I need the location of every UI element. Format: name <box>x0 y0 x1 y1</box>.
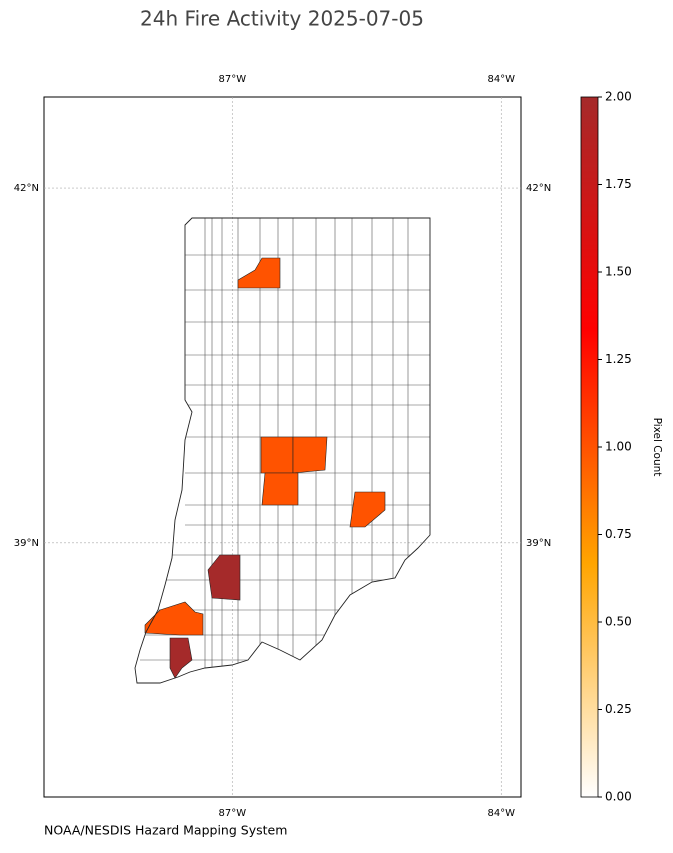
colorbar-tick-label: 0.75 <box>605 527 632 541</box>
y-tick-label: 39°N <box>526 538 551 549</box>
source-note: NOAA/NESDIS Hazard Mapping System <box>44 823 287 838</box>
colorbar-tick-label: 1.25 <box>605 352 632 366</box>
colorbar: 0.00 0.25 0.50 0.75 1.00 1.25 1.50 1.75 2.00 <box>580 90 632 804</box>
fire-counties <box>144 257 386 679</box>
map-frame <box>43 96 522 798</box>
colorbar-tick-label: 0.50 <box>605 615 632 629</box>
fire-county <box>349 491 386 528</box>
colorbar-tick-label: 1.50 <box>605 265 632 279</box>
fire-county <box>207 554 241 601</box>
x-tick-label: 84°W <box>487 74 515 85</box>
fire-county <box>144 601 204 636</box>
grid <box>44 97 521 797</box>
fire-county <box>292 436 328 474</box>
fire-county <box>261 472 299 506</box>
colorbar-tick-label: 2.00 <box>605 90 632 104</box>
fire-county <box>169 637 193 679</box>
colorbar-tick-label: 1.75 <box>605 177 632 191</box>
x-tick-label: 84°W <box>487 808 515 819</box>
colorbar-label: Pixel Count <box>651 418 663 477</box>
x-tick-label: 87°W <box>218 74 246 85</box>
colorbar-tick-label: 0.00 <box>605 790 632 804</box>
colorbar-tick-label: 1.00 <box>605 440 632 454</box>
fire-county <box>260 436 294 474</box>
fire-county <box>237 257 281 289</box>
y-tick-label: 42°N <box>526 183 551 194</box>
y-tick-label: 39°N <box>14 538 39 549</box>
x-tick-label: 87°W <box>218 808 246 819</box>
colorbar-tick-label: 0.25 <box>605 702 632 716</box>
y-tick-label: 42°N <box>14 183 39 194</box>
colorbar-bar <box>580 96 599 798</box>
chart-title: 24h Fire Activity 2025-07-05 <box>140 7 424 31</box>
county-lines <box>140 218 430 683</box>
